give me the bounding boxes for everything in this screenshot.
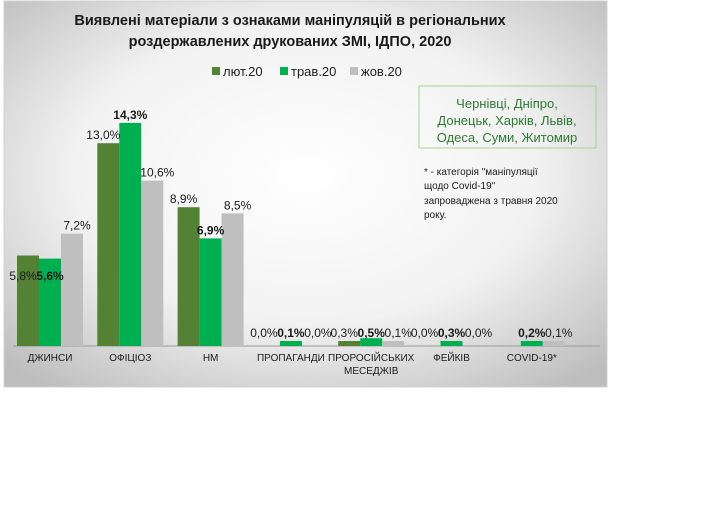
bar-feb-5 — [338, 341, 361, 346]
legend-swatch-feb — [212, 67, 220, 75]
value-label-oct-5: 0,1% — [385, 326, 413, 340]
regions-line-3: Одеса, Суми, Житомир — [437, 130, 578, 145]
value-label-may-1: 5,6% — [36, 269, 64, 283]
value-label-oct-6: 0,0% — [465, 326, 493, 340]
legend-swatch-may — [280, 67, 288, 75]
value-labels-layer: 5,8% 5,6% 7,2% 13,0% 14,3% 10,6% 8,9% 6,9% 8,5% 0… — [9, 108, 572, 340]
legend-label-oct: жов.20 — [361, 64, 402, 79]
note-block: * - категорія "маніпуляції щодо Covid-19… — [424, 167, 558, 221]
bar-feb-2 — [97, 143, 120, 346]
bar-may-4 — [279, 341, 302, 346]
bar-oct-2 — [141, 180, 164, 346]
category-label-3: НМ — [203, 353, 219, 364]
value-label-feb-2: 13,0% — [86, 128, 120, 142]
legend-label-may: трав.20 — [291, 64, 336, 79]
bar-oct-7 — [542, 341, 565, 346]
regions-line-1: Чернівці, Дніпро, — [456, 96, 558, 111]
bar-may-2 — [119, 122, 142, 347]
bar-may-1 — [39, 258, 61, 346]
value-label-may-4: 0,1% — [277, 326, 305, 340]
bars-layer — [17, 122, 565, 347]
value-label-oct-2: 10,6% — [140, 166, 174, 180]
regions-line-2: Донецьк, Харків, Львів, — [437, 113, 576, 128]
value-label-oct-4: 0,0% — [304, 326, 332, 340]
category-label-4: ПРОПАГАНДИ — [257, 353, 325, 364]
bar-oct-1 — [61, 233, 83, 346]
category-label-5-line-2: МЕСЕДЖІВ — [344, 366, 399, 377]
category-label-2: ОФІЦІОЗ — [109, 353, 151, 364]
value-label-may-7: 0,2% — [518, 326, 546, 340]
category-label-1: ДЖИНСИ — [28, 353, 73, 364]
value-label-feb-3: 8,9% — [170, 192, 198, 206]
value-label-may-2: 14,3% — [113, 108, 147, 122]
bar-may-7 — [520, 341, 543, 346]
note-line-3: запроваджена з травня 2020 — [424, 196, 558, 207]
category-label-5: ПРОРОСІЙСЬКИХ — [328, 351, 415, 364]
legend-swatch-oct — [350, 67, 358, 75]
value-label-oct-7: 0,1% — [545, 326, 573, 340]
chart-title-line-1: Виявлені матеріали з ознаками маніпуляці… — [74, 13, 505, 29]
legend-label-feb: лют.20 — [223, 64, 263, 79]
value-label-may-5: 0,5% — [358, 326, 386, 340]
category-label-6: ФЕЙКІВ — [433, 351, 470, 364]
note-line-4: року. — [424, 210, 446, 221]
regions-box-frame — [418, 85, 597, 149]
bar-may-5 — [360, 338, 383, 346]
value-label-may-3: 6,9% — [197, 223, 225, 237]
bar-oct-5 — [382, 341, 405, 346]
note-line-1: * - категорія "маніпуляції — [424, 167, 538, 178]
category-label-7: COVID-19* — [507, 353, 557, 364]
value-label-feb-6: 0,0% — [411, 326, 439, 340]
value-label-oct-3: 8,5% — [224, 198, 252, 212]
bar-feb-1 — [17, 255, 39, 346]
value-label-may-6: 0,3% — [438, 326, 466, 340]
value-label-feb-5: 0,3% — [331, 326, 359, 340]
bar-feb-3 — [177, 207, 200, 346]
bar-oct-3 — [221, 213, 244, 346]
bar-may-6 — [440, 341, 463, 346]
value-label-oct-1: 7,2% — [63, 219, 91, 233]
regions-box: Чернівці, Дніпро, Донецьк, Харків, Львів… — [418, 85, 597, 149]
legend: лют.20 трав.20 жов.20 — [212, 64, 402, 79]
bar-may-3 — [199, 238, 222, 346]
category-labels-layer: ДЖИНСИ ОФІЦІОЗ НМ ПРОПАГАНДИ ПРОРОСІЙСЬКИХ МЕ… — [28, 351, 557, 377]
value-label-feb-4: 0,0% — [250, 326, 278, 340]
note-line-2: щодо Covid-19" — [424, 181, 496, 192]
value-label-feb-1: 5,8% — [9, 269, 37, 283]
chart-title-line-2: роздержавлених друкованих ЗМІ, ІДПО, 202… — [129, 34, 452, 50]
